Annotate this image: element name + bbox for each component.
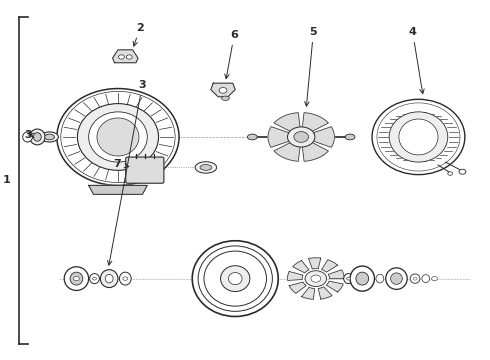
Text: 1: 1 xyxy=(2,175,10,185)
Polygon shape xyxy=(301,127,334,147)
Text: 7: 7 xyxy=(113,159,129,169)
Polygon shape xyxy=(274,137,301,161)
Ellipse shape xyxy=(33,133,41,141)
Ellipse shape xyxy=(57,89,179,185)
Circle shape xyxy=(448,172,453,175)
Ellipse shape xyxy=(389,112,448,162)
Ellipse shape xyxy=(105,274,113,283)
Ellipse shape xyxy=(77,104,159,170)
Ellipse shape xyxy=(294,132,309,142)
Circle shape xyxy=(346,277,350,280)
Circle shape xyxy=(74,276,79,281)
Text: 4: 4 xyxy=(409,27,424,94)
Ellipse shape xyxy=(410,274,420,283)
Ellipse shape xyxy=(90,274,99,284)
Ellipse shape xyxy=(100,270,118,288)
Ellipse shape xyxy=(305,271,327,287)
Circle shape xyxy=(311,275,321,282)
Ellipse shape xyxy=(221,96,229,100)
Polygon shape xyxy=(301,137,328,161)
Polygon shape xyxy=(321,260,338,272)
Ellipse shape xyxy=(391,273,402,284)
Ellipse shape xyxy=(350,266,374,291)
Ellipse shape xyxy=(29,129,45,145)
Polygon shape xyxy=(309,258,321,269)
Polygon shape xyxy=(211,83,235,97)
Circle shape xyxy=(119,55,124,59)
Circle shape xyxy=(459,169,466,174)
Polygon shape xyxy=(293,261,309,273)
Ellipse shape xyxy=(386,268,407,289)
Circle shape xyxy=(123,277,128,280)
FancyBboxPatch shape xyxy=(126,157,164,183)
Ellipse shape xyxy=(247,134,257,140)
Polygon shape xyxy=(288,271,303,280)
Ellipse shape xyxy=(97,118,139,156)
Polygon shape xyxy=(268,127,301,147)
Ellipse shape xyxy=(23,132,32,142)
Circle shape xyxy=(219,87,227,93)
Circle shape xyxy=(126,55,132,59)
Circle shape xyxy=(93,277,97,280)
Ellipse shape xyxy=(45,134,54,140)
Ellipse shape xyxy=(192,241,278,316)
Ellipse shape xyxy=(89,112,147,162)
Ellipse shape xyxy=(120,272,131,285)
Ellipse shape xyxy=(376,274,384,283)
Ellipse shape xyxy=(70,272,83,285)
Ellipse shape xyxy=(288,127,315,147)
Circle shape xyxy=(432,276,438,281)
Circle shape xyxy=(413,277,417,280)
Polygon shape xyxy=(274,113,301,137)
Polygon shape xyxy=(289,282,306,293)
Polygon shape xyxy=(113,50,138,63)
Ellipse shape xyxy=(345,134,355,140)
Polygon shape xyxy=(328,270,344,279)
Ellipse shape xyxy=(228,273,242,285)
Polygon shape xyxy=(318,287,332,299)
Text: 6: 6 xyxy=(225,30,238,79)
Text: 3: 3 xyxy=(107,80,146,265)
Ellipse shape xyxy=(343,274,353,284)
Ellipse shape xyxy=(220,266,250,292)
Text: 3: 3 xyxy=(24,130,34,140)
Polygon shape xyxy=(301,113,328,137)
Text: 2: 2 xyxy=(133,23,144,46)
Ellipse shape xyxy=(195,162,217,173)
Ellipse shape xyxy=(422,275,430,283)
Ellipse shape xyxy=(372,99,465,175)
Ellipse shape xyxy=(41,132,58,142)
Ellipse shape xyxy=(356,272,368,285)
Polygon shape xyxy=(302,287,315,299)
Ellipse shape xyxy=(200,165,212,170)
Polygon shape xyxy=(89,185,147,194)
Ellipse shape xyxy=(64,267,89,291)
Ellipse shape xyxy=(399,119,438,155)
Polygon shape xyxy=(326,281,343,292)
Text: 5: 5 xyxy=(305,27,317,106)
